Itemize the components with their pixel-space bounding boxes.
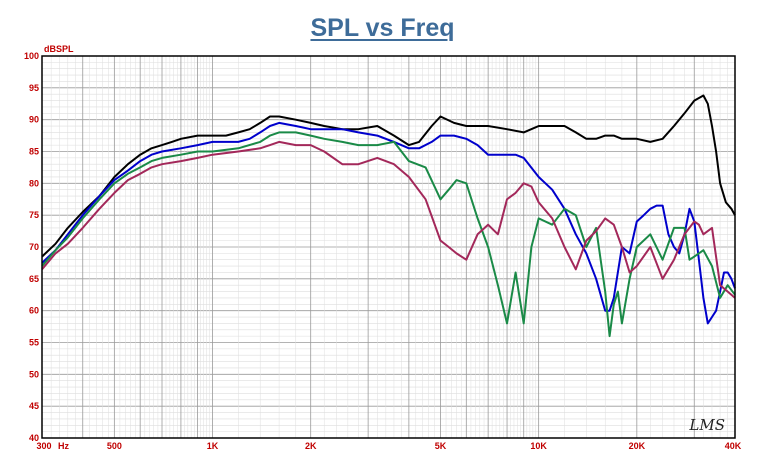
lms-logo: LMS [688,416,725,434]
x-tick-label: 2K [305,441,317,451]
y-tick-label: 65 [29,274,39,284]
y-tick-label: 100 [24,51,39,61]
series-line-4 [41,140,736,299]
y-tick-label: 45 [29,401,39,411]
x-tick-label: 40K [725,441,742,451]
y-tick-label: 75 [29,210,39,220]
chart-title: SPL vs Freq [310,14,455,42]
y-tick-label: 85 [29,147,39,157]
x-tick-labels: 300 500 1K 2K 5K 10K 20K 40K [36,441,741,451]
x-tick-label: 10K [530,441,547,451]
series-line-2 [41,121,736,325]
y-tick-label: 90 [29,115,39,125]
x-tick-label: 5K [435,441,447,451]
plot-border [41,55,736,439]
y-tick-label: 60 [29,306,39,316]
x-tick-label: 500 [107,441,122,451]
x-axis-unit-label: Hz [58,441,69,451]
y-axis-unit-label: dBSPL [44,44,74,54]
y-tick-label: 40 [29,433,39,443]
y-tick-label: 95 [29,83,39,93]
x-tick-label: 300 [36,441,51,451]
series-line-3 [41,131,736,338]
y-tick-label: 55 [29,338,39,348]
series-layer [41,94,736,338]
y-tick-label: 50 [29,369,39,379]
x-tick-label: 1K [207,441,219,451]
x-tick-label: 20K [629,441,646,451]
y-tick-label: 80 [29,178,39,188]
y-tick-labels: 40 45 50 55 60 65 70 75 80 85 90 95 100 [24,51,39,443]
series-line-1 [41,94,736,258]
y-tick-label: 70 [29,242,39,252]
